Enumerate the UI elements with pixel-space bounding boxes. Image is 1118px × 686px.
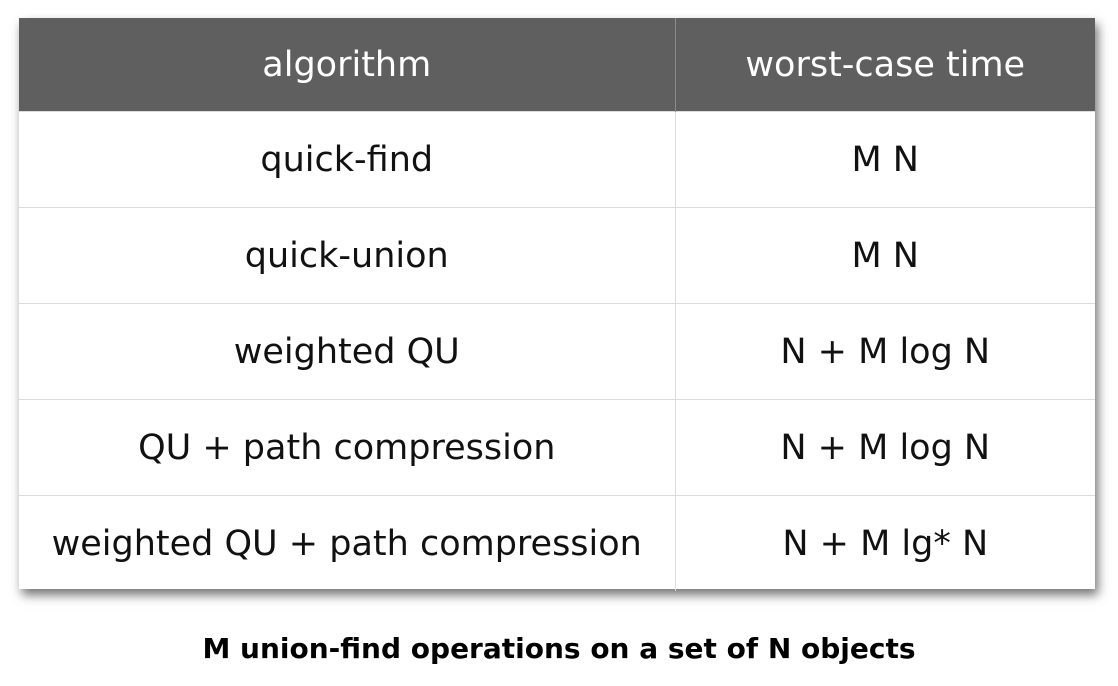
table-caption: M union-find operations on a set of N ob… <box>202 632 916 665</box>
table: algorithm worst-case time quick-find M N… <box>19 18 1095 591</box>
table-row: quick-find M N <box>19 111 1095 208</box>
header-worst-case-time: worst-case time <box>674 18 1095 112</box>
time-cell: M N <box>674 111 1095 208</box>
time-cell: N + M log N <box>674 303 1095 400</box>
algorithm-cell: quick-find <box>19 111 675 208</box>
header-row: algorithm worst-case time <box>19 18 1095 112</box>
algorithm-comparison-table: algorithm worst-case time quick-find M N… <box>19 18 1095 591</box>
time-cell: N + M lg* N <box>674 495 1095 591</box>
table-row: quick-union M N <box>19 207 1095 304</box>
table-row: weighted QU N + M log N <box>19 303 1095 400</box>
header-algorithm: algorithm <box>19 18 675 112</box>
algorithm-cell: weighted QU + path compression <box>19 495 675 591</box>
algorithm-cell: quick-union <box>19 207 675 304</box>
table-row: weighted QU + path compression N + M lg*… <box>19 495 1095 591</box>
time-cell: N + M log N <box>674 399 1095 496</box>
algorithm-cell: QU + path compression <box>19 399 675 496</box>
table-row: QU + path compression N + M log N <box>19 399 1095 496</box>
time-cell: M N <box>674 207 1095 304</box>
algorithm-cell: weighted QU <box>19 303 675 400</box>
